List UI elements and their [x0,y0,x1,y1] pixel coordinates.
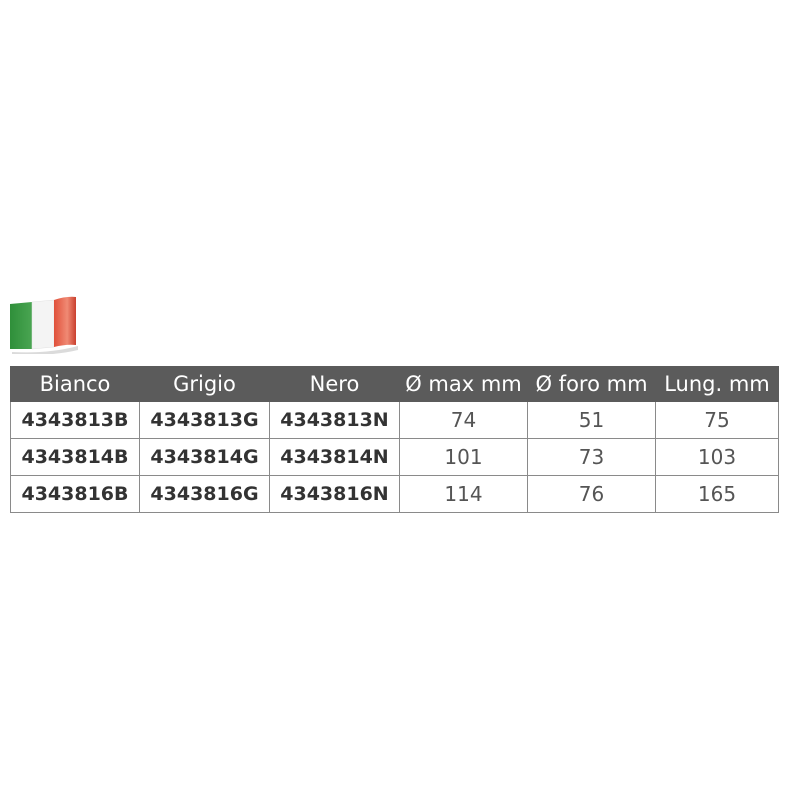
header-cell: Ø max mm [399,366,528,402]
spec-table: Bianco Grigio Nero Ø max mm Ø foro mm Lung. m… [10,366,779,513]
code-cell: 4343816B [10,475,140,513]
code-cell: 4343816N [269,475,400,513]
code-cell: 4343814N [269,438,400,476]
table-row: 4343813B 4343813G 4343813N 74 51 75 [10,401,779,439]
code-cell: 4343813B [10,401,140,439]
value-cell: 103 [655,438,779,476]
code-cell: 4343813N [269,401,400,439]
value-cell: 76 [527,475,656,513]
table-body: 4343813B 4343813G 4343813N 74 51 75 4343814B 43… [10,401,779,513]
value-cell: 75 [655,401,779,439]
value-cell: 114 [399,475,528,513]
value-cell: 74 [399,401,528,439]
code-cell: 4343813G [139,401,270,439]
code-cell: 4343814G [139,438,270,476]
italy-flag [10,296,78,354]
value-cell: 165 [655,475,779,513]
code-cell: 4343816G [139,475,270,513]
header-cell: Ø foro mm [527,366,656,402]
value-cell: 73 [527,438,656,476]
code-cell: 4343814B [10,438,140,476]
header-row: Bianco Grigio Nero Ø max mm Ø foro mm Lung. m… [10,366,779,402]
table-row: 4343816B 4343816G 4343816N 114 76 165 [10,475,779,513]
header-cell: Bianco [10,366,140,402]
table-row: 4343814B 4343814G 4343814N 101 73 103 [10,438,779,476]
header-cell: Grigio [139,366,270,402]
value-cell: 51 [527,401,656,439]
header-cell: Nero [269,366,400,402]
header-cell: Lung. mm [655,366,779,402]
value-cell: 101 [399,438,528,476]
